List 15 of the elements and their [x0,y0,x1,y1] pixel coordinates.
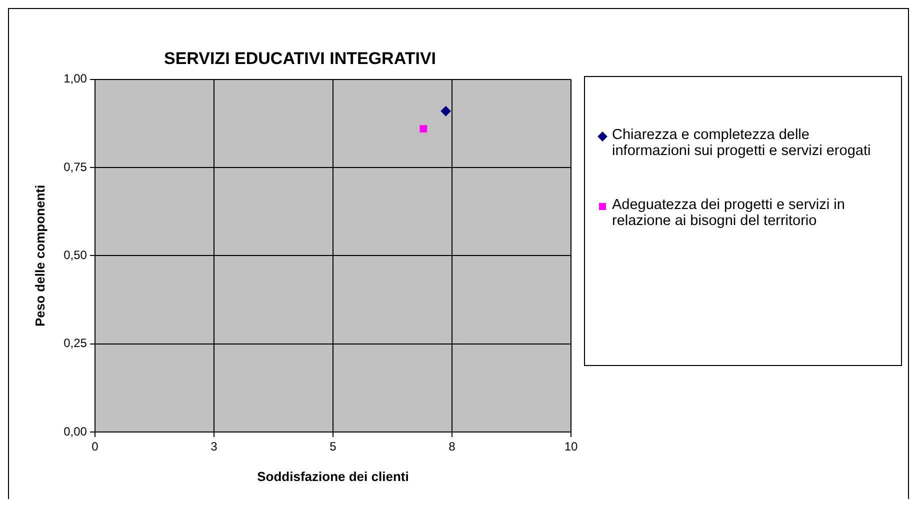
y-axis-title: Peso delle componenti [32,184,48,326]
x-tick-label: 10 [564,440,578,454]
legend-label: Chiarezza e completezza delle informazioni sui progetti e servizi erogati [612,127,871,159]
y-tick-label: 1,00 [64,72,88,86]
x-tick-label: 3 [210,440,218,454]
x-axis-title: Soddisfazione dei clienti [257,468,409,484]
y-tick-label: 0,50 [64,248,88,262]
x-tick-label: 0 [92,440,99,454]
x-tick-label: 8 [448,440,456,454]
y-tick-label: 0,00 [64,424,88,438]
legend-label: Adeguatezza dei progetti e servizi in relazione ai bisogni del territorio [612,197,846,229]
y-tick-label: 0,75 [64,160,88,174]
y-tick-label: 0,25 [64,336,88,350]
chart-title: SERVIZI EDUCATIVI INTEGRATIVI [164,48,436,68]
x-tick-label: 5 [330,440,337,454]
